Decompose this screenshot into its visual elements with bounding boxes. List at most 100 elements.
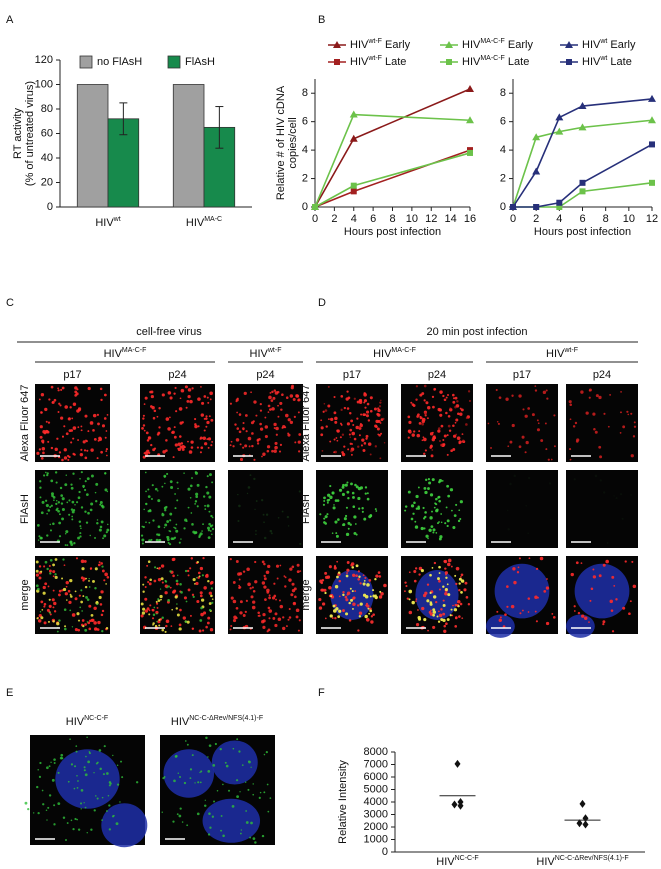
spot	[181, 447, 185, 451]
spot	[363, 517, 367, 521]
spot	[460, 591, 463, 594]
spot	[423, 384, 427, 388]
spot	[365, 602, 369, 605]
spot	[166, 538, 170, 542]
spot	[507, 528, 510, 531]
spot	[211, 598, 214, 600]
spot	[454, 625, 458, 628]
spot	[338, 609, 342, 613]
spot	[262, 452, 266, 456]
group-label: HIVMA-C-F	[373, 347, 416, 360]
spot	[418, 573, 421, 576]
spot	[76, 818, 78, 821]
spot	[454, 405, 457, 409]
spot	[187, 440, 189, 443]
spot	[43, 565, 46, 568]
spot	[177, 447, 182, 452]
spot	[84, 488, 87, 492]
spot	[79, 535, 82, 538]
spot	[252, 589, 256, 593]
spot	[438, 408, 442, 412]
spot	[266, 445, 271, 449]
spot	[245, 821, 249, 824]
spot	[48, 605, 51, 608]
spot	[83, 766, 86, 769]
spot	[275, 598, 277, 601]
spot	[112, 754, 114, 757]
spot	[453, 608, 458, 612]
spot	[175, 523, 178, 526]
spot	[88, 604, 92, 608]
spot	[60, 753, 64, 757]
spot	[153, 566, 157, 569]
spot	[363, 442, 367, 445]
spot	[288, 616, 292, 619]
point	[350, 188, 357, 195]
spot	[93, 437, 97, 441]
spot	[66, 454, 70, 458]
micrograph	[566, 470, 638, 548]
spot	[104, 472, 107, 475]
spot	[404, 590, 406, 593]
spot	[187, 506, 190, 509]
spot	[63, 608, 67, 611]
spot	[284, 576, 287, 579]
spot	[253, 477, 256, 481]
spot	[602, 622, 605, 626]
spot	[101, 569, 105, 573]
spot	[278, 450, 282, 453]
spot	[254, 560, 257, 564]
spot	[178, 541, 181, 544]
spot	[209, 627, 214, 632]
spot	[194, 531, 198, 535]
spot	[232, 581, 236, 584]
spot	[198, 575, 201, 578]
y-axis-label: (% of untreated virus)	[24, 81, 36, 186]
spot	[340, 408, 343, 411]
spot	[594, 474, 598, 478]
spot	[169, 530, 172, 533]
spot	[205, 417, 208, 420]
spot	[48, 611, 51, 614]
spot	[61, 458, 64, 462]
spot	[89, 567, 92, 570]
spot	[277, 516, 280, 519]
spot	[175, 410, 178, 413]
spot	[85, 577, 87, 580]
spot	[335, 532, 338, 534]
spot	[88, 579, 90, 582]
spot	[380, 432, 383, 435]
spot	[119, 801, 121, 803]
spot	[263, 753, 266, 756]
spot	[144, 451, 149, 456]
spot	[427, 487, 430, 490]
spot	[37, 539, 40, 541]
spot	[39, 496, 42, 499]
spot	[201, 629, 205, 632]
spot	[437, 620, 441, 623]
spot	[345, 612, 349, 616]
spot	[323, 496, 326, 500]
spot	[232, 618, 237, 623]
spot	[82, 577, 86, 581]
spot	[202, 611, 207, 615]
spot	[106, 772, 109, 775]
spot	[69, 593, 72, 596]
spot	[427, 406, 431, 410]
spot	[84, 806, 87, 809]
spot	[45, 420, 48, 423]
spot	[438, 439, 442, 443]
spot	[207, 401, 210, 404]
spot	[424, 511, 427, 514]
spot	[505, 397, 509, 401]
spot	[238, 413, 242, 416]
spot	[202, 436, 207, 440]
spot	[206, 438, 209, 441]
spot	[360, 444, 363, 447]
spot	[158, 618, 161, 622]
spot	[378, 434, 381, 437]
spot	[81, 619, 85, 622]
spot	[77, 407, 82, 411]
spot	[323, 588, 327, 592]
spot	[178, 623, 182, 627]
